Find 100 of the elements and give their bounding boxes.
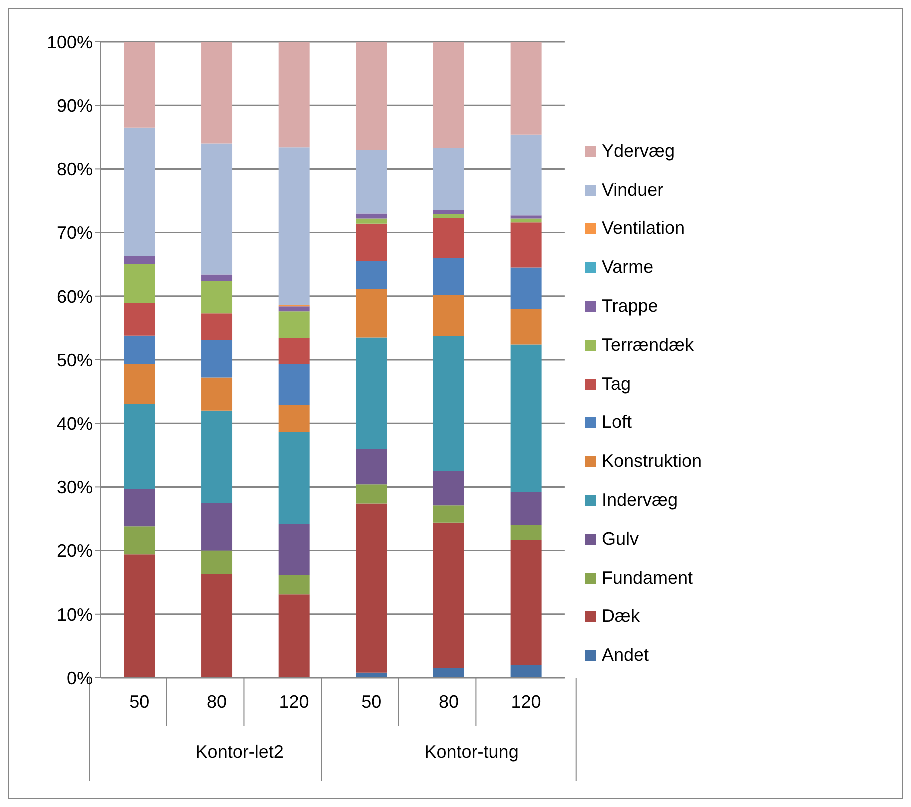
bar [433,148,464,211]
bar [433,295,464,336]
y-tick-label: 60% [56,286,93,307]
bar [278,306,310,312]
legend-label: Gulv [602,528,639,550]
bar [202,410,233,504]
legend-label: Fundament [602,568,693,589]
bar [202,340,233,378]
bar [124,554,156,678]
legend-label: Andet [602,645,649,666]
bar [433,210,464,214]
bar [356,484,388,504]
bar [202,550,233,574]
bar [202,503,233,551]
bar [124,42,156,128]
bar [202,274,233,282]
y-tick-label: 30% [56,478,93,498]
bar [202,281,233,314]
bar [202,42,233,144]
bar [356,42,388,150]
x-tick-label: 80 [438,692,459,712]
bar [278,524,310,575]
bar [124,336,156,364]
y-tick-label: 0% [66,668,93,688]
bar [510,218,542,223]
legend-label: Ydervæg [602,140,675,162]
legend-label: Terrændæk [602,334,694,356]
legend-label: Ventilation [602,218,686,240]
legend-label: Tag [602,374,631,395]
text: Kontor-let2 [196,742,284,762]
bar [202,378,233,411]
bar [510,42,542,135]
bar [278,405,310,433]
bar [202,574,233,678]
bar [278,148,310,306]
bar [278,312,310,338]
bar [124,303,156,336]
bar [124,256,156,264]
legend-label: Konstruktion [602,451,702,472]
bar [278,432,310,524]
bar [433,42,464,148]
legend-label: Vinduer [602,180,664,201]
legend-label: Dæk [602,606,640,628]
x-tick-label: 80 [206,692,227,712]
bar [356,289,388,338]
bar [433,506,464,523]
bar [278,364,310,406]
bar [510,268,542,310]
bar [356,224,388,262]
bar [124,489,156,527]
bar [278,338,310,364]
bar [356,218,388,224]
bar [510,216,542,219]
x-tick-label: 120 [511,692,542,712]
bar [510,665,542,678]
bar [510,540,542,666]
bar [510,134,542,216]
x-tick-label: 50 [362,692,382,712]
bar [278,574,310,595]
bar [278,42,310,148]
bar [433,522,464,668]
bar [356,449,388,485]
bar [124,364,156,405]
bar [510,525,542,540]
y-tick-label: 80% [56,160,93,180]
bar [356,150,388,214]
bar [124,526,156,555]
y-tick-label: 40% [56,414,93,434]
bar [356,504,388,673]
x-tick-label: 50 [130,692,150,712]
y-tick-label: 100% [46,32,93,52]
bar [433,668,464,678]
bar [202,314,233,340]
legend-label: Loft [602,412,632,434]
bar [433,258,464,296]
bar [510,492,542,526]
bar [124,264,156,304]
text: Kontor-tung [424,742,519,762]
y-tick-label: 20% [56,541,93,562]
y-tick-label: 10% [56,604,93,625]
y-tick-label: 90% [56,96,93,116]
bar [510,344,542,492]
bar [356,214,388,219]
legend-label: Indervæg [602,490,678,511]
bar [124,128,156,256]
bar [433,214,464,218]
bar [356,261,388,290]
bar [124,404,156,490]
bar [510,309,542,345]
bar [278,594,310,678]
y-tick-label: 50% [56,350,93,370]
legend-label: Trappe [602,296,658,317]
bar [356,338,388,450]
legend-label: Varme [602,257,654,278]
y-tick-label: 70% [56,223,93,244]
bar [433,336,464,472]
x-tick-label: 120 [279,692,310,712]
bar [510,222,542,268]
bar [433,471,464,506]
bar [202,144,233,275]
